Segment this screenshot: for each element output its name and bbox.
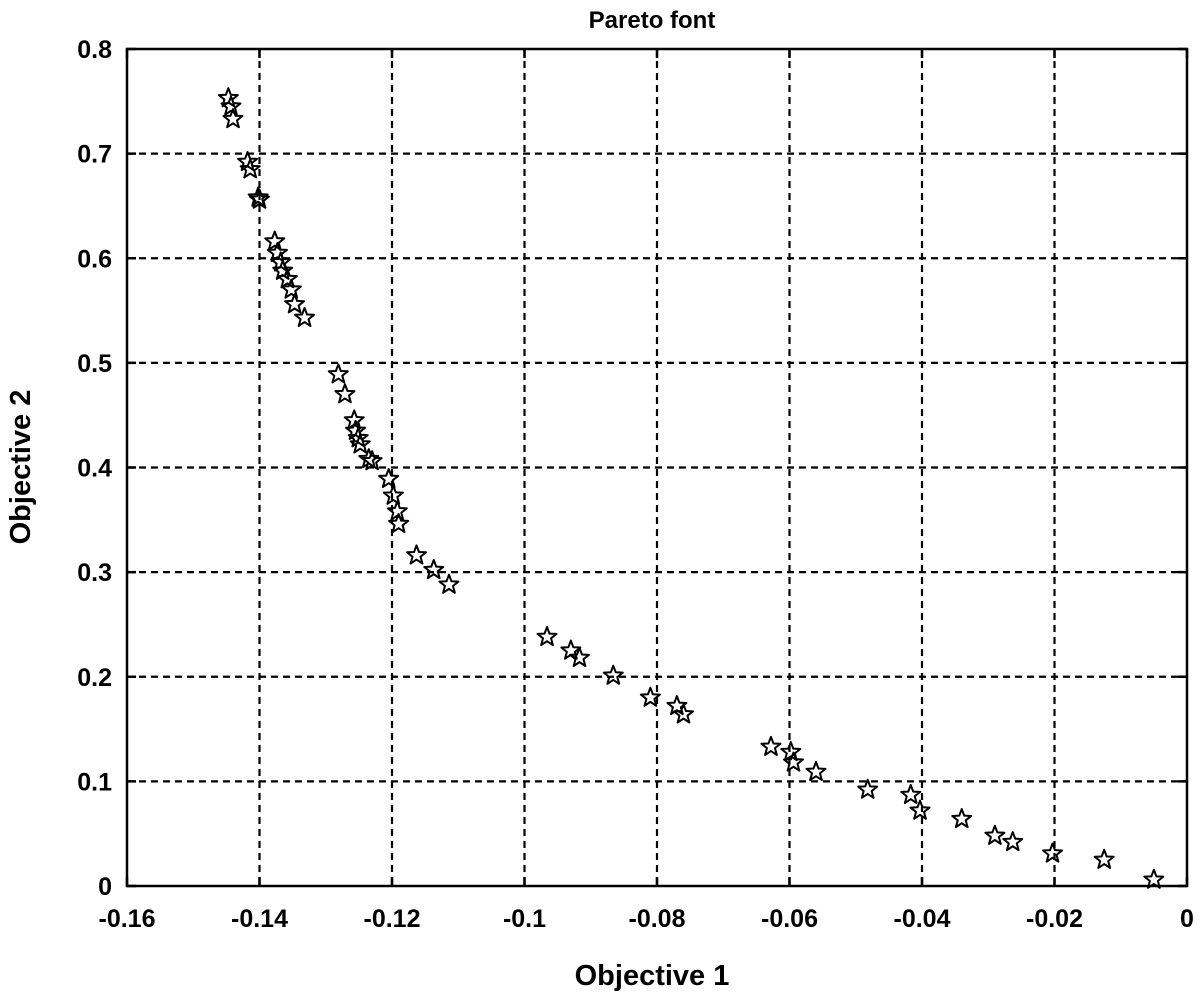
data-point (782, 751, 804, 772)
y-tick-label: 0 (98, 873, 112, 901)
chart-title: Pareto font (589, 7, 716, 34)
data-point (909, 799, 931, 820)
y-tick-label: 0.7 (77, 141, 112, 169)
data-point (1002, 831, 1024, 852)
x-tick-label: -0.08 (629, 905, 686, 933)
y-tick-label: 0.3 (77, 559, 112, 587)
y-tick-label: 0.8 (77, 36, 112, 64)
data-point (857, 778, 879, 799)
data-point (672, 703, 695, 724)
x-tick-label: -0.12 (364, 905, 421, 933)
data-point (900, 783, 922, 805)
data-point (222, 108, 244, 129)
data-point (220, 95, 242, 116)
data-point (266, 242, 288, 263)
x-tick-label: 0 (1180, 905, 1194, 933)
data-point (388, 513, 410, 534)
data-point (349, 433, 371, 454)
plot-frame (125, 47, 1189, 888)
data-point (568, 646, 590, 668)
y-tick-label: 0.2 (77, 664, 112, 692)
data-point (602, 664, 624, 685)
data-point (760, 735, 782, 756)
data-point (639, 686, 661, 707)
data-point (438, 573, 460, 594)
y-tick-label: 0.4 (77, 455, 112, 483)
data-point (276, 268, 298, 289)
y-tick-label: 0.5 (77, 350, 112, 378)
grid-lines (127, 49, 1187, 886)
x-tick-label: -0.1 (503, 905, 546, 933)
x-tick-label: -0.06 (761, 905, 818, 933)
data-points (217, 87, 1165, 889)
data-point (423, 559, 445, 580)
data-point (239, 158, 261, 179)
data-point (327, 363, 349, 384)
data-point (248, 188, 271, 209)
data-point (382, 484, 404, 505)
data-point (406, 544, 428, 565)
data-point (536, 625, 558, 647)
data-point (984, 824, 1006, 845)
y-tick-labels: 0 0.1 0.2 0.3 0.4 0.5 0.6 0.7 0.8 (77, 36, 112, 901)
data-point (264, 230, 286, 251)
y-axis-label: Objective 2 (5, 390, 37, 545)
y-tick-label: 0.1 (77, 768, 112, 796)
x-tick-label: -0.02 (1026, 905, 1083, 933)
data-point (1093, 848, 1115, 869)
x-tick-label: -0.16 (99, 905, 156, 933)
data-point (361, 450, 383, 471)
data-point (1042, 842, 1064, 863)
data-point (805, 760, 827, 782)
data-point (951, 808, 973, 829)
x-tick-label: -0.14 (231, 905, 288, 933)
data-point (378, 468, 400, 489)
data-point (334, 383, 356, 404)
data-point (780, 741, 802, 762)
data-point (284, 293, 306, 314)
data-point (347, 427, 369, 448)
x-tick-labels: -0.16 -0.14 -0.12 -0.1 -0.08 -0.06 -0.04 -0.02 0 (99, 905, 1194, 933)
x-tick-label: -0.04 (894, 905, 951, 933)
data-point (247, 186, 269, 207)
data-point (294, 306, 316, 327)
y-tick-label: 0.6 (77, 245, 112, 273)
data-point (1143, 868, 1165, 889)
x-axis-label: Objective 1 (575, 960, 730, 992)
data-point (280, 278, 302, 299)
